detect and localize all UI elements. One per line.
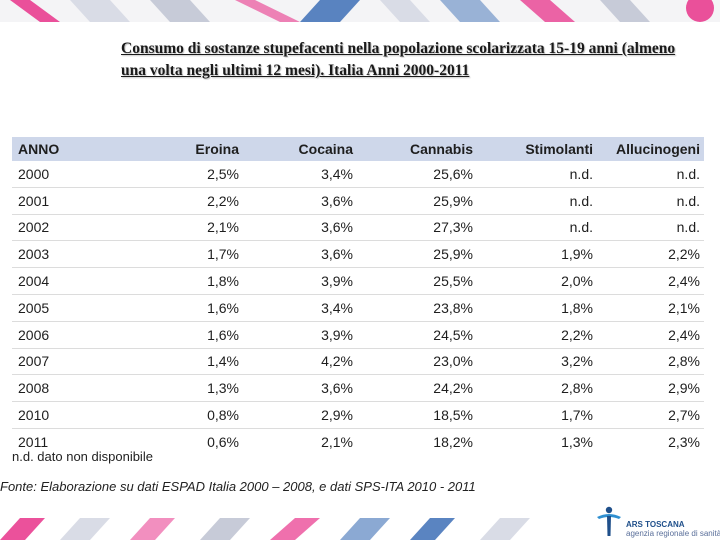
cell-heroin: 2,1% <box>130 214 243 242</box>
cell-cannabis: 23,0% <box>357 348 477 376</box>
top-decorative-band <box>0 0 720 22</box>
table-row: 2001 2,2% 3,6% 25,9% n.d. n.d. <box>12 187 704 215</box>
cell-cannabis: 18,5% <box>357 401 477 429</box>
column-header-stimulants: Stimolanti <box>477 137 597 161</box>
cell-stimulants: n.d. <box>477 161 597 188</box>
cell-cocaine: 4,2% <box>243 348 357 376</box>
column-header-cocaine: Cocaina <box>243 137 357 161</box>
cell-stimulants: 2,8% <box>477 374 597 403</box>
cell-hallucinogens: 2,8% <box>597 348 704 376</box>
table-row: 2003 1,7% 3,6% 25,9% 1,9% 2,2% <box>12 240 704 269</box>
cell-cocaine: 3,6% <box>243 374 357 403</box>
table-row: 2011 0,6% 2,1% 18,2% 1,3% 2,3% <box>12 428 704 454</box>
cell-hallucinogens: 2,4% <box>597 321 704 349</box>
cell-cannabis: 25,9% <box>357 187 477 215</box>
cell-cocaine: 3,6% <box>243 240 357 269</box>
cell-hallucinogens: 2,7% <box>597 401 704 429</box>
cell-cocaine: 2,9% <box>243 401 357 429</box>
cell-heroin: 1,6% <box>130 294 243 322</box>
cell-stimulants: 1,9% <box>477 240 597 269</box>
cell-cannabis: 25,6% <box>357 161 477 188</box>
cell-hallucinogens: n.d. <box>597 187 704 215</box>
cell-hallucinogens: 2,9% <box>597 374 704 403</box>
cell-heroin: 2,2% <box>130 187 243 215</box>
cell-stimulants: 2,0% <box>477 267 597 295</box>
slide-title: Consumo di sostanze stupefacenti nella p… <box>121 40 676 79</box>
cell-hallucinogens: 2,3% <box>668 433 700 450</box>
cell-stimulants: 2,2% <box>477 321 597 349</box>
cell-year: 2010 <box>12 401 130 429</box>
table-row: 2002 2,1% 3,6% 27,3% n.d. n.d. <box>12 214 704 242</box>
cell-cocaine: 3,4% <box>243 161 357 188</box>
cell-year: 2011 <box>18 433 49 450</box>
cell-cocaine: 3,9% <box>243 321 357 349</box>
cell-year: 2000 <box>12 161 130 188</box>
cell-cannabis: 23,8% <box>357 294 477 322</box>
cell-stimulants: n.d. <box>477 214 597 242</box>
cell-stimulants: 1,7% <box>477 401 597 429</box>
cell-year: 2005 <box>12 294 130 322</box>
cell-stimulants: 3,2% <box>477 348 597 376</box>
table-row: 2000 2,5% 3,4% 25,6% n.d. n.d. <box>12 161 704 188</box>
column-header-heroin: Eroina <box>130 137 243 161</box>
cell-cannabis: 25,9% <box>357 240 477 269</box>
column-header-cannabis: Cannabis <box>357 137 477 161</box>
cell-cannabis: 18,2% <box>433 433 473 450</box>
bottom-decorative-band <box>0 518 720 540</box>
cell-stimulants: 1,3% <box>561 433 593 450</box>
column-header-hallucinogens: Allucinogeni <box>597 137 704 161</box>
table-row: 2005 1,6% 3,4% 23,8% 1,8% 2,1% <box>12 294 704 322</box>
cell-year: 2001 <box>12 187 130 215</box>
cell-heroin: 1,6% <box>130 321 243 349</box>
cell-stimulants: n.d. <box>477 187 597 215</box>
cell-hallucinogens: n.d. <box>597 161 704 188</box>
cell-cannabis: 24,2% <box>357 374 477 403</box>
cell-heroin: 0,8% <box>130 401 243 429</box>
cell-hallucinogens: n.d. <box>597 214 704 242</box>
cell-year: 2003 <box>12 240 130 269</box>
table-row: 2008 1,3% 3,6% 24,2% 2,8% 2,9% <box>12 374 704 403</box>
cell-year: 2006 <box>12 321 130 349</box>
table-row: 2010 0,8% 2,9% 18,5% 1,7% 2,7% <box>12 401 704 429</box>
source-note: Fonte: Elaborazione su dati ESPAD Italia… <box>0 479 476 494</box>
cell-cannabis: 24,5% <box>357 321 477 349</box>
ars-toscana-logo: ARS TOSCANA agenzia regionale di sanità <box>594 505 720 538</box>
person-figure-icon <box>597 506 621 536</box>
cell-year: 2008 <box>12 374 130 403</box>
cell-cannabis: 25,5% <box>357 267 477 295</box>
cell-hallucinogens: 2,4% <box>597 267 704 295</box>
cell-year: 2007 <box>12 348 130 376</box>
table-row: 2004 1,8% 3,9% 25,5% 2,0% 2,4% <box>12 267 704 295</box>
cell-hallucinogens: 2,2% <box>597 240 704 269</box>
cell-year: 2004 <box>12 267 130 295</box>
table-row: 2007 1,4% 4,2% 23,0% 3,2% 2,8% <box>12 348 704 376</box>
cell-heroin: 2,5% <box>130 161 243 188</box>
cell-cocaine: 3,9% <box>243 267 357 295</box>
column-header-year: ANNO <box>12 137 130 161</box>
drug-use-table: ANNO Eroina Cocaina Cannabis Stimolanti … <box>12 137 704 455</box>
logo-subtitle: agenzia regionale di sanità <box>626 529 720 538</box>
cell-stimulants: 1,8% <box>477 294 597 322</box>
cell-hallucinogens: 2,1% <box>597 294 704 322</box>
cell-cocaine: 2,1% <box>321 433 353 450</box>
cell-year: 2002 <box>12 214 130 242</box>
cell-heroin: 1,4% <box>130 348 243 376</box>
cell-heroin: 1,8% <box>130 267 243 295</box>
logo-brand: ARS TOSCANA <box>626 520 685 529</box>
table-row: 2006 1,6% 3,9% 24,5% 2,2% 2,4% <box>12 321 704 349</box>
footnote-not-available: n.d. dato non disponibile <box>12 449 153 464</box>
cell-cocaine: 3,4% <box>243 294 357 322</box>
cell-heroin: 1,7% <box>130 240 243 269</box>
cell-cannabis: 27,3% <box>357 214 477 242</box>
cell-cocaine: 3,6% <box>243 214 357 242</box>
table-header-row: ANNO Eroina Cocaina Cannabis Stimolanti … <box>12 137 704 161</box>
cell-heroin: 1,3% <box>130 374 243 403</box>
cell-cocaine: 3,6% <box>243 187 357 215</box>
cell-heroin: 0,6% <box>207 433 239 450</box>
